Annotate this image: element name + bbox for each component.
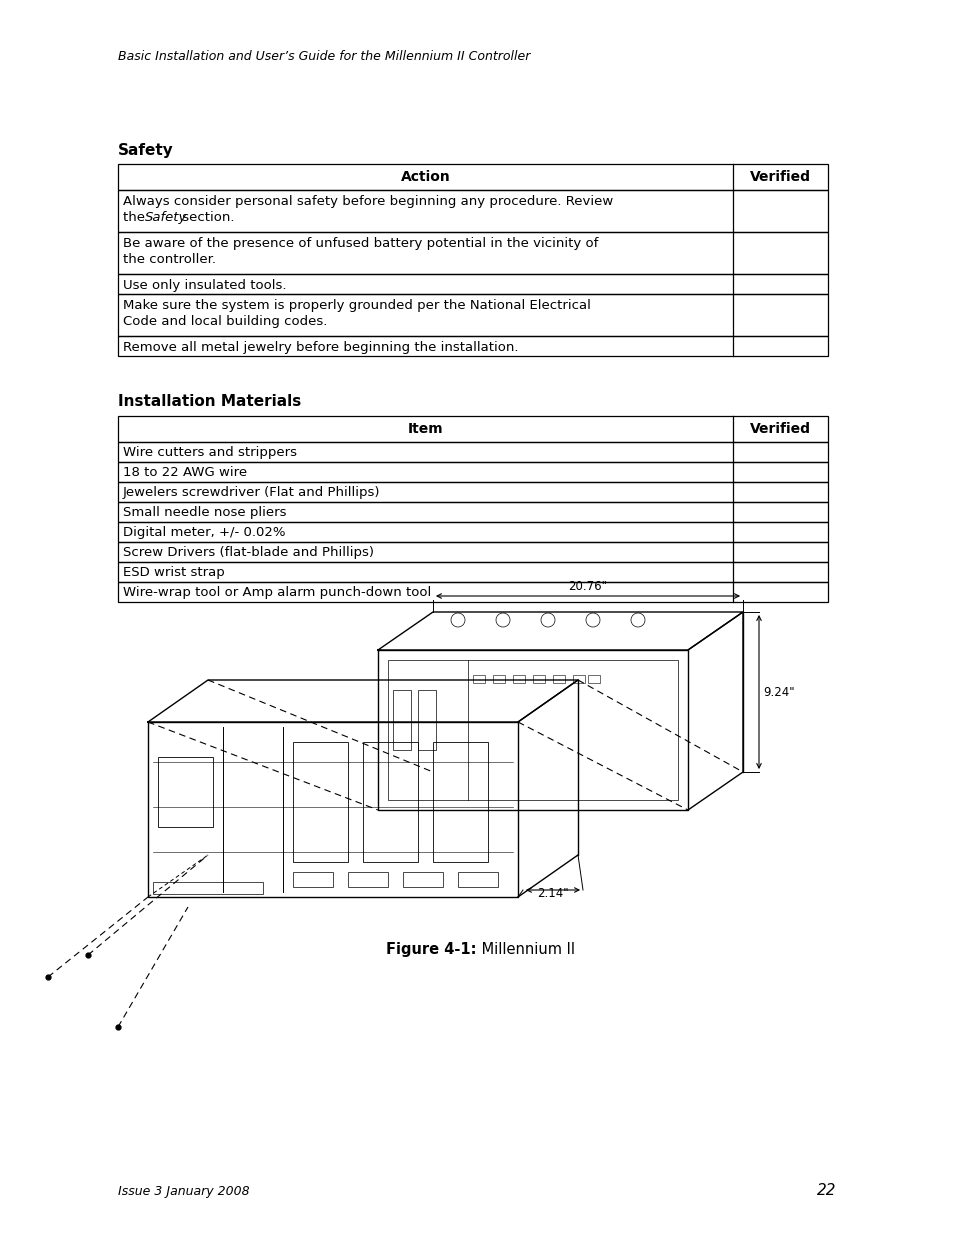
Bar: [388, 659, 678, 800]
Text: Basic Installation and User’s Guide for the Millennium II Controller: Basic Installation and User’s Guide for …: [118, 49, 530, 63]
Bar: [293, 872, 333, 887]
Bar: [118, 164, 827, 190]
Text: Digital meter, +/- 0.02%: Digital meter, +/- 0.02%: [123, 526, 285, 538]
Text: Verified: Verified: [749, 170, 810, 184]
Bar: [573, 676, 584, 683]
Bar: [118, 542, 827, 562]
Text: 9.24": 9.24": [762, 685, 794, 699]
Text: Be aware of the presence of unfused battery potential in the vicinity of: Be aware of the presence of unfused batt…: [123, 237, 598, 249]
Bar: [393, 690, 411, 750]
Text: Small needle nose pliers: Small needle nose pliers: [123, 506, 286, 519]
Text: Item: Item: [407, 422, 443, 436]
Bar: [118, 416, 827, 442]
Bar: [118, 462, 827, 482]
Bar: [493, 676, 504, 683]
Text: Safety: Safety: [145, 211, 187, 224]
Text: Wire cutters and strippers: Wire cutters and strippers: [123, 446, 296, 459]
Bar: [363, 742, 417, 862]
Text: Use only insulated tools.: Use only insulated tools.: [123, 279, 286, 291]
Bar: [348, 872, 388, 887]
Bar: [417, 690, 436, 750]
Text: 18 to 22 AWG wire: 18 to 22 AWG wire: [123, 466, 247, 479]
Text: Always consider personal safety before beginning any procedure. Review: Always consider personal safety before b…: [123, 195, 613, 207]
Text: Verified: Verified: [749, 422, 810, 436]
Text: the controller.: the controller.: [123, 253, 215, 266]
Bar: [293, 742, 348, 862]
Bar: [457, 872, 497, 887]
Text: Installation Materials: Installation Materials: [118, 394, 301, 409]
Text: ESD wrist strap: ESD wrist strap: [123, 566, 225, 579]
Text: section.: section.: [178, 211, 234, 224]
Bar: [158, 757, 213, 827]
Text: Safety: Safety: [118, 143, 173, 158]
Text: 22: 22: [816, 1183, 835, 1198]
Bar: [118, 336, 827, 356]
Bar: [118, 522, 827, 542]
Text: Issue 3 January 2008: Issue 3 January 2008: [118, 1186, 250, 1198]
Bar: [118, 442, 827, 462]
Text: Remove all metal jewelry before beginning the installation.: Remove all metal jewelry before beginnin…: [123, 341, 518, 354]
Bar: [152, 882, 263, 894]
Text: the: the: [123, 211, 149, 224]
Bar: [118, 501, 827, 522]
Text: Action: Action: [400, 170, 450, 184]
Bar: [118, 562, 827, 582]
Bar: [513, 676, 524, 683]
Bar: [553, 676, 564, 683]
Text: Screw Drivers (flat-blade and Phillips): Screw Drivers (flat-blade and Phillips): [123, 546, 374, 559]
Text: Millennium II: Millennium II: [476, 942, 575, 957]
Bar: [533, 676, 544, 683]
Bar: [118, 190, 827, 232]
Bar: [473, 676, 484, 683]
Bar: [587, 676, 599, 683]
Bar: [118, 274, 827, 294]
Bar: [402, 872, 442, 887]
Text: Figure 4-1:: Figure 4-1:: [386, 942, 476, 957]
Text: Make sure the system is properly grounded per the National Electrical: Make sure the system is properly grounde…: [123, 299, 590, 312]
Bar: [118, 232, 827, 274]
Bar: [118, 582, 827, 601]
Text: Jewelers screwdriver (Flat and Phillips): Jewelers screwdriver (Flat and Phillips): [123, 487, 380, 499]
Text: Wire-wrap tool or Amp alarm punch-down tool: Wire-wrap tool or Amp alarm punch-down t…: [123, 585, 431, 599]
Bar: [118, 294, 827, 336]
Text: Code and local building codes.: Code and local building codes.: [123, 315, 327, 329]
Bar: [118, 482, 827, 501]
Text: 20.76": 20.76": [568, 580, 607, 593]
Text: 2.14": 2.14": [537, 887, 568, 900]
Bar: [433, 742, 488, 862]
